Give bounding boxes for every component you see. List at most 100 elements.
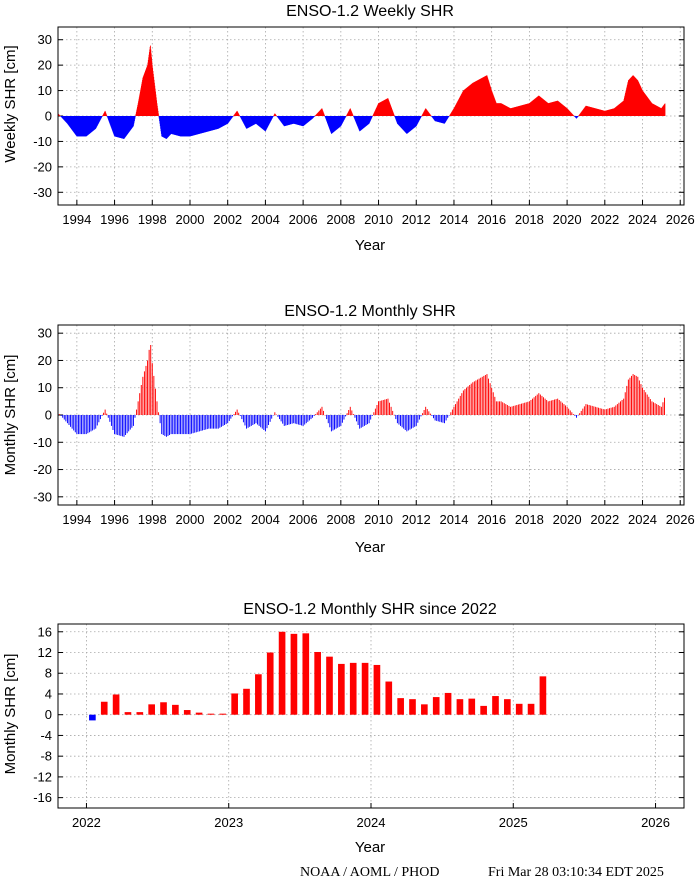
bar xyxy=(172,415,174,435)
bar xyxy=(310,415,312,420)
monthly-shr-since-2022-panel: ENSO-1.2 Monthly SHR since 2022 Year Mon… xyxy=(2,601,685,856)
bar xyxy=(134,116,136,120)
bar xyxy=(382,400,384,415)
bar xyxy=(423,410,425,415)
x-tick-label: 2006 xyxy=(289,512,318,527)
bar xyxy=(255,415,257,424)
bar xyxy=(432,697,440,715)
bar xyxy=(420,415,422,417)
x-tick-label: 2004 xyxy=(251,212,280,227)
bar xyxy=(271,415,273,419)
bar xyxy=(323,410,325,415)
bar xyxy=(508,405,510,415)
bar xyxy=(475,380,477,415)
bar xyxy=(593,406,595,415)
bar xyxy=(574,415,576,416)
bar xyxy=(590,405,592,415)
bar xyxy=(101,415,103,416)
bar xyxy=(411,415,413,429)
bar xyxy=(180,415,182,435)
bar xyxy=(470,383,472,415)
bar xyxy=(299,415,301,425)
x-tick-label: 1998 xyxy=(138,512,167,527)
bar xyxy=(260,415,262,428)
x-tick-label: 2022 xyxy=(590,512,619,527)
footer-timestamp: Fri Mar 28 03:10:34 EDT 2025 xyxy=(488,865,664,880)
y-tick-label: -30 xyxy=(33,489,52,504)
plot-frame xyxy=(57,26,685,206)
bar xyxy=(555,399,557,415)
bar xyxy=(598,407,599,415)
bar xyxy=(407,415,409,431)
bar xyxy=(186,415,188,435)
bar xyxy=(659,405,661,415)
bar xyxy=(341,415,343,423)
bar xyxy=(637,376,639,415)
y-tick-label: -4 xyxy=(40,728,52,743)
bar xyxy=(594,406,596,415)
bar xyxy=(107,415,109,418)
bar xyxy=(335,415,337,429)
bar xyxy=(241,415,243,420)
bar xyxy=(587,404,588,415)
bar xyxy=(514,405,516,415)
bar xyxy=(621,400,623,415)
bar xyxy=(225,415,227,425)
bar xyxy=(494,396,496,415)
bar xyxy=(412,415,414,428)
bar xyxy=(473,381,475,415)
bar xyxy=(561,402,563,415)
bar xyxy=(464,389,466,415)
bar xyxy=(294,415,296,424)
bar xyxy=(98,415,100,423)
bar xyxy=(279,415,281,420)
bar xyxy=(301,415,303,426)
x-tick-label: 2016 xyxy=(477,512,506,527)
bar xyxy=(92,415,94,431)
bar xyxy=(332,415,334,431)
x-tick-label: 2020 xyxy=(553,212,582,227)
x-tick-label: 1998 xyxy=(138,212,167,227)
bar xyxy=(187,415,189,435)
bar xyxy=(400,415,402,426)
bar xyxy=(140,385,142,415)
bar xyxy=(124,712,132,715)
bar xyxy=(363,415,365,426)
bar xyxy=(484,375,486,415)
bar xyxy=(214,415,216,429)
y-tick-label: -10 xyxy=(33,134,52,149)
x-axis-label: Year xyxy=(355,237,385,254)
chart-title: ENSO-1.2 Monthly SHR xyxy=(284,303,456,320)
bar xyxy=(160,702,167,715)
bar xyxy=(563,404,565,415)
bar xyxy=(110,415,112,426)
bar xyxy=(304,415,306,425)
x-tick-label: 2018 xyxy=(515,512,544,527)
bar xyxy=(209,415,211,429)
bar xyxy=(106,413,108,415)
bar xyxy=(338,415,340,427)
bar xyxy=(169,415,171,435)
bar xyxy=(442,415,444,423)
bar xyxy=(274,412,276,415)
bar xyxy=(272,415,274,416)
bar xyxy=(541,395,543,415)
footer-source: NOAA / AOML / PHOD xyxy=(300,865,440,880)
x-tick-label: 1994 xyxy=(62,512,91,527)
bar xyxy=(389,402,391,415)
bar xyxy=(654,403,656,415)
x-tick-label: 2022 xyxy=(72,815,101,830)
bar xyxy=(134,415,136,418)
bar xyxy=(314,651,321,715)
bar xyxy=(136,712,144,715)
bar xyxy=(626,385,628,415)
bar xyxy=(62,415,64,418)
bar xyxy=(239,115,241,117)
bar xyxy=(96,415,98,426)
bar xyxy=(79,415,81,435)
bar xyxy=(175,415,177,435)
bar xyxy=(343,415,345,420)
y-tick-label: 12 xyxy=(38,645,52,660)
bar xyxy=(517,404,519,415)
bar xyxy=(492,696,499,715)
